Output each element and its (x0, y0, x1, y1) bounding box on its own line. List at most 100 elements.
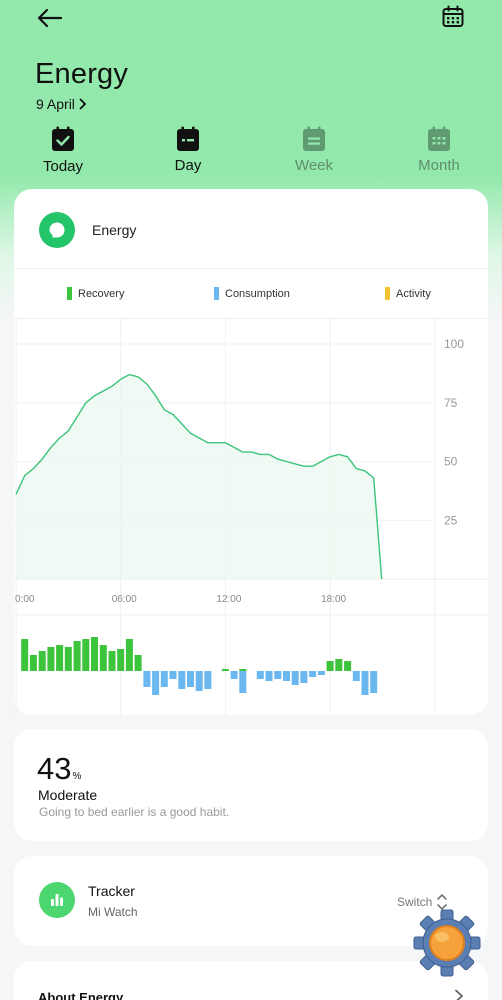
energy-chart-card: Energy Recovery Consumption Activity 100… (14, 189, 488, 715)
chevron-up-down-icon (437, 893, 448, 911)
energy-bar-recovery (335, 659, 343, 671)
tab-day-label: Day (174, 157, 202, 174)
energy-bar-recovery (73, 641, 81, 671)
energy-bar-consumption (230, 671, 238, 679)
arrow-left-icon (37, 8, 63, 28)
energy-bar-consumption (178, 671, 186, 689)
legend-label: Recovery (78, 287, 125, 300)
month-calendar-icon (428, 126, 450, 151)
energy-score-unit: % (72, 771, 82, 782)
energy-card-header: Energy (14, 189, 488, 269)
energy-tip: Going to bed earlier is a good habit. (39, 805, 230, 819)
energy-score-card: 43% Moderate Going to bed earlier is a g… (14, 729, 488, 841)
date-label: 9 April (36, 96, 75, 112)
energy-bar-recovery (344, 661, 352, 671)
energy-bar-consumption (187, 671, 194, 687)
energy-bar-recovery (239, 669, 247, 671)
energy-score: 43% (37, 751, 81, 787)
energy-bar-recovery (47, 647, 55, 671)
tab-week-label: Week (294, 157, 334, 174)
energy-bar-recovery (326, 661, 334, 671)
chart-legend: Recovery Consumption Activity (14, 269, 488, 319)
energy-bar-consumption (239, 671, 247, 693)
energy-bar-consumption (169, 671, 177, 679)
switch-device-button[interactable]: Switch (397, 892, 448, 912)
energy-bar-recovery (108, 651, 116, 671)
day-calendar-icon (177, 126, 199, 151)
energy-bar-consumption (291, 671, 299, 685)
energy-bar-consumption (283, 671, 290, 681)
about-energy-card[interactable]: About Energy (14, 961, 488, 1000)
energy-bar-recovery (38, 651, 46, 671)
energy-icon (39, 212, 75, 248)
energy-bar-consumption (352, 671, 360, 681)
legend-swatch (214, 287, 219, 300)
energy-bar-consumption (143, 671, 151, 687)
y-tick-label: 75 (444, 396, 458, 410)
energy-bar-recovery (91, 637, 98, 671)
tracker-icon (39, 882, 75, 918)
chevron-right-icon (79, 98, 87, 110)
energy-bar-consumption (195, 671, 203, 691)
energy-bar-consumption (370, 671, 378, 693)
tab-today-label: Today (42, 158, 84, 175)
tab-week[interactable]: Week (274, 126, 354, 174)
energy-area-fill (16, 374, 382, 579)
legend-swatch (67, 287, 72, 300)
energy-bar-consumption (317, 671, 325, 675)
y-tick-label: 100 (444, 337, 464, 351)
gear-icon (413, 909, 481, 977)
period-tabs: Today Day Week Month (0, 126, 502, 176)
energy-bar-consumption (265, 671, 273, 681)
legend-consumption[interactable]: Consumption (214, 287, 290, 300)
energy-bar-recovery (64, 647, 72, 671)
tab-today[interactable]: Today (23, 126, 103, 175)
energy-bar-recovery (125, 639, 133, 671)
energy-bar-recovery (56, 645, 64, 671)
energy-bar-consumption (256, 671, 264, 679)
x-tick-label: 06:00 (112, 594, 137, 605)
x-tick-label: 12:00 (216, 594, 241, 605)
tracker-device: Mi Watch (88, 905, 138, 919)
tracker-title: Tracker (88, 883, 135, 899)
energy-bar-recovery (82, 639, 90, 671)
calendar-button[interactable] (441, 5, 465, 29)
switch-label: Switch (397, 895, 433, 909)
energy-score-value: 43 (37, 751, 72, 786)
energy-card-title: Energy (92, 222, 137, 238)
tab-month-label: Month (418, 157, 460, 174)
tab-month[interactable]: Month (399, 126, 479, 174)
energy-bar-consumption (160, 671, 168, 687)
legend-activity[interactable]: Activity (385, 287, 431, 300)
back-button[interactable] (36, 6, 64, 30)
energy-bar-recovery (221, 669, 229, 671)
bar-chart-icon (51, 894, 63, 906)
week-calendar-icon (303, 126, 325, 151)
calendar-icon (442, 5, 464, 27)
energy-bar-recovery (99, 645, 107, 671)
energy-chart[interactable]: 100 75 50 25 0:00 06:00 12:00 18:00 (14, 319, 488, 715)
y-tick-label: 50 (444, 455, 458, 469)
energy-level: Moderate (38, 787, 98, 803)
check-calendar-icon (52, 126, 74, 151)
energy-bar-recovery (21, 639, 29, 671)
energy-bar-recovery (117, 649, 125, 671)
energy-bar-consumption (309, 671, 317, 677)
energy-bar-consumption (361, 671, 369, 695)
date-selector[interactable]: 9 April (36, 96, 87, 112)
x-tick-label: 0:00 (15, 594, 35, 605)
floating-settings-button[interactable] (412, 908, 482, 978)
energy-bar-recovery (134, 655, 142, 671)
energy-bar-recovery (29, 655, 37, 671)
tracker-card[interactable]: Tracker Mi Watch Switch (14, 856, 488, 946)
legend-swatch (385, 287, 390, 300)
legend-recovery[interactable]: Recovery (67, 287, 124, 300)
legend-label: Activity (396, 287, 431, 300)
energy-bar-consumption (152, 671, 160, 695)
x-tick-label: 18:00 (321, 594, 346, 605)
chevron-right-icon (455, 989, 464, 1000)
page-title: Energy (35, 58, 129, 90)
leaf-icon (49, 222, 65, 238)
energy-bar-consumption (300, 671, 308, 683)
tab-day[interactable]: Day (148, 126, 228, 174)
